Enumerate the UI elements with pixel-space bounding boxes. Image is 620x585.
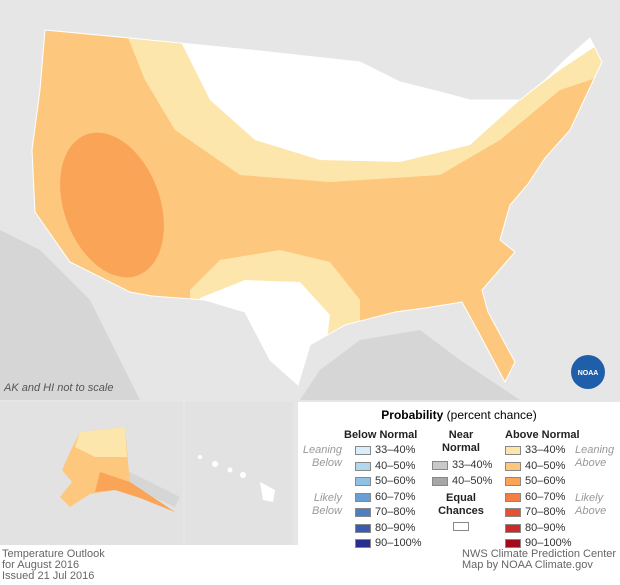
- swatch: [505, 523, 521, 533]
- hawaii-inset: [185, 402, 293, 545]
- swatch: [505, 477, 521, 486]
- alaska-south: [95, 472, 175, 512]
- swatch: [432, 461, 448, 470]
- swatch: [505, 539, 521, 548]
- swatch-label: 70–80%: [525, 506, 566, 518]
- inset-bg: [185, 402, 293, 545]
- swatch-label: 33–40%: [452, 459, 493, 471]
- swatch-label: 40–50%: [452, 474, 493, 487]
- equal-swatch: [453, 522, 469, 531]
- swatch-label: 40–50%: [525, 459, 566, 472]
- swatch-label: 80–90%: [525, 521, 566, 534]
- below-heading: Below Normal: [344, 429, 418, 441]
- hawaii: [198, 455, 275, 502]
- footer-line: Issued 21 Jul 2016: [2, 570, 95, 582]
- swatch-label: 33–40%: [375, 444, 416, 456]
- swatch-label: 40–50%: [375, 459, 416, 472]
- legend-subtitle: (percent chance): [446, 408, 537, 422]
- legend: Probability (percent chance) Below Norma…: [298, 402, 620, 549]
- swatch-label: 90–100%: [375, 537, 422, 549]
- swatch-label: 80–90%: [375, 521, 416, 534]
- footer-line: Temperature Outlook: [2, 548, 105, 560]
- us-map: NOAA AK and HI not to scale: [0, 0, 620, 400]
- likely-below: Likely Below: [312, 492, 342, 517]
- logo-text: NOAA: [578, 370, 599, 377]
- leaning-below: Leaning Below: [302, 444, 342, 469]
- swatch: [355, 492, 371, 502]
- swatch: [355, 477, 371, 486]
- map-note: AK and HI not to scale: [3, 382, 113, 394]
- legend-title: Probability (percent chance): [298, 408, 620, 422]
- swatch-label: 50–60%: [525, 475, 566, 487]
- near-heading: Near Normal: [442, 429, 480, 454]
- swatch: [432, 476, 448, 486]
- above-heading: Above Normal: [505, 429, 580, 441]
- footer-left: Temperature Outlook for August 2016 Issued…: [2, 549, 105, 582]
- region-above-50-60: [60, 132, 164, 278]
- swatch-label: 60–70%: [375, 490, 416, 503]
- swatch: [355, 539, 371, 548]
- noaa-logo: [571, 355, 605, 389]
- legend-title-main: Probability: [381, 408, 444, 422]
- swatch-label: 33–40%: [525, 444, 566, 456]
- alaska-inset: [0, 402, 183, 545]
- footer-line: NWS Climate Prediction Center: [462, 548, 617, 560]
- footer-line: Map by NOAA Climate.gov: [462, 559, 593, 571]
- footer-right: NWS Climate Prediction Center Map by NOAA…: [462, 549, 616, 571]
- swatch: [355, 446, 371, 455]
- swatch: [355, 508, 371, 517]
- us-outline: [31, 29, 603, 386]
- swatch: [355, 523, 371, 533]
- swatch-label: 50–60%: [375, 475, 416, 487]
- swatch-label: 90–100%: [525, 537, 572, 549]
- swatch: [505, 492, 521, 502]
- swatch: [505, 508, 521, 517]
- swatch: [355, 461, 371, 471]
- land-outside: [0, 230, 520, 400]
- swatch-label: 60–70%: [525, 490, 566, 503]
- swatch: [505, 446, 521, 455]
- footer-line: for August 2016: [2, 559, 80, 571]
- swatch: [505, 461, 521, 471]
- swatch-label: 70–80%: [375, 506, 416, 518]
- leaning-above: Leaning Above: [575, 444, 615, 469]
- alaska-north: [75, 427, 127, 457]
- equal-chances: Equal Chances: [438, 492, 484, 517]
- likely-above: Likely Above: [575, 492, 607, 517]
